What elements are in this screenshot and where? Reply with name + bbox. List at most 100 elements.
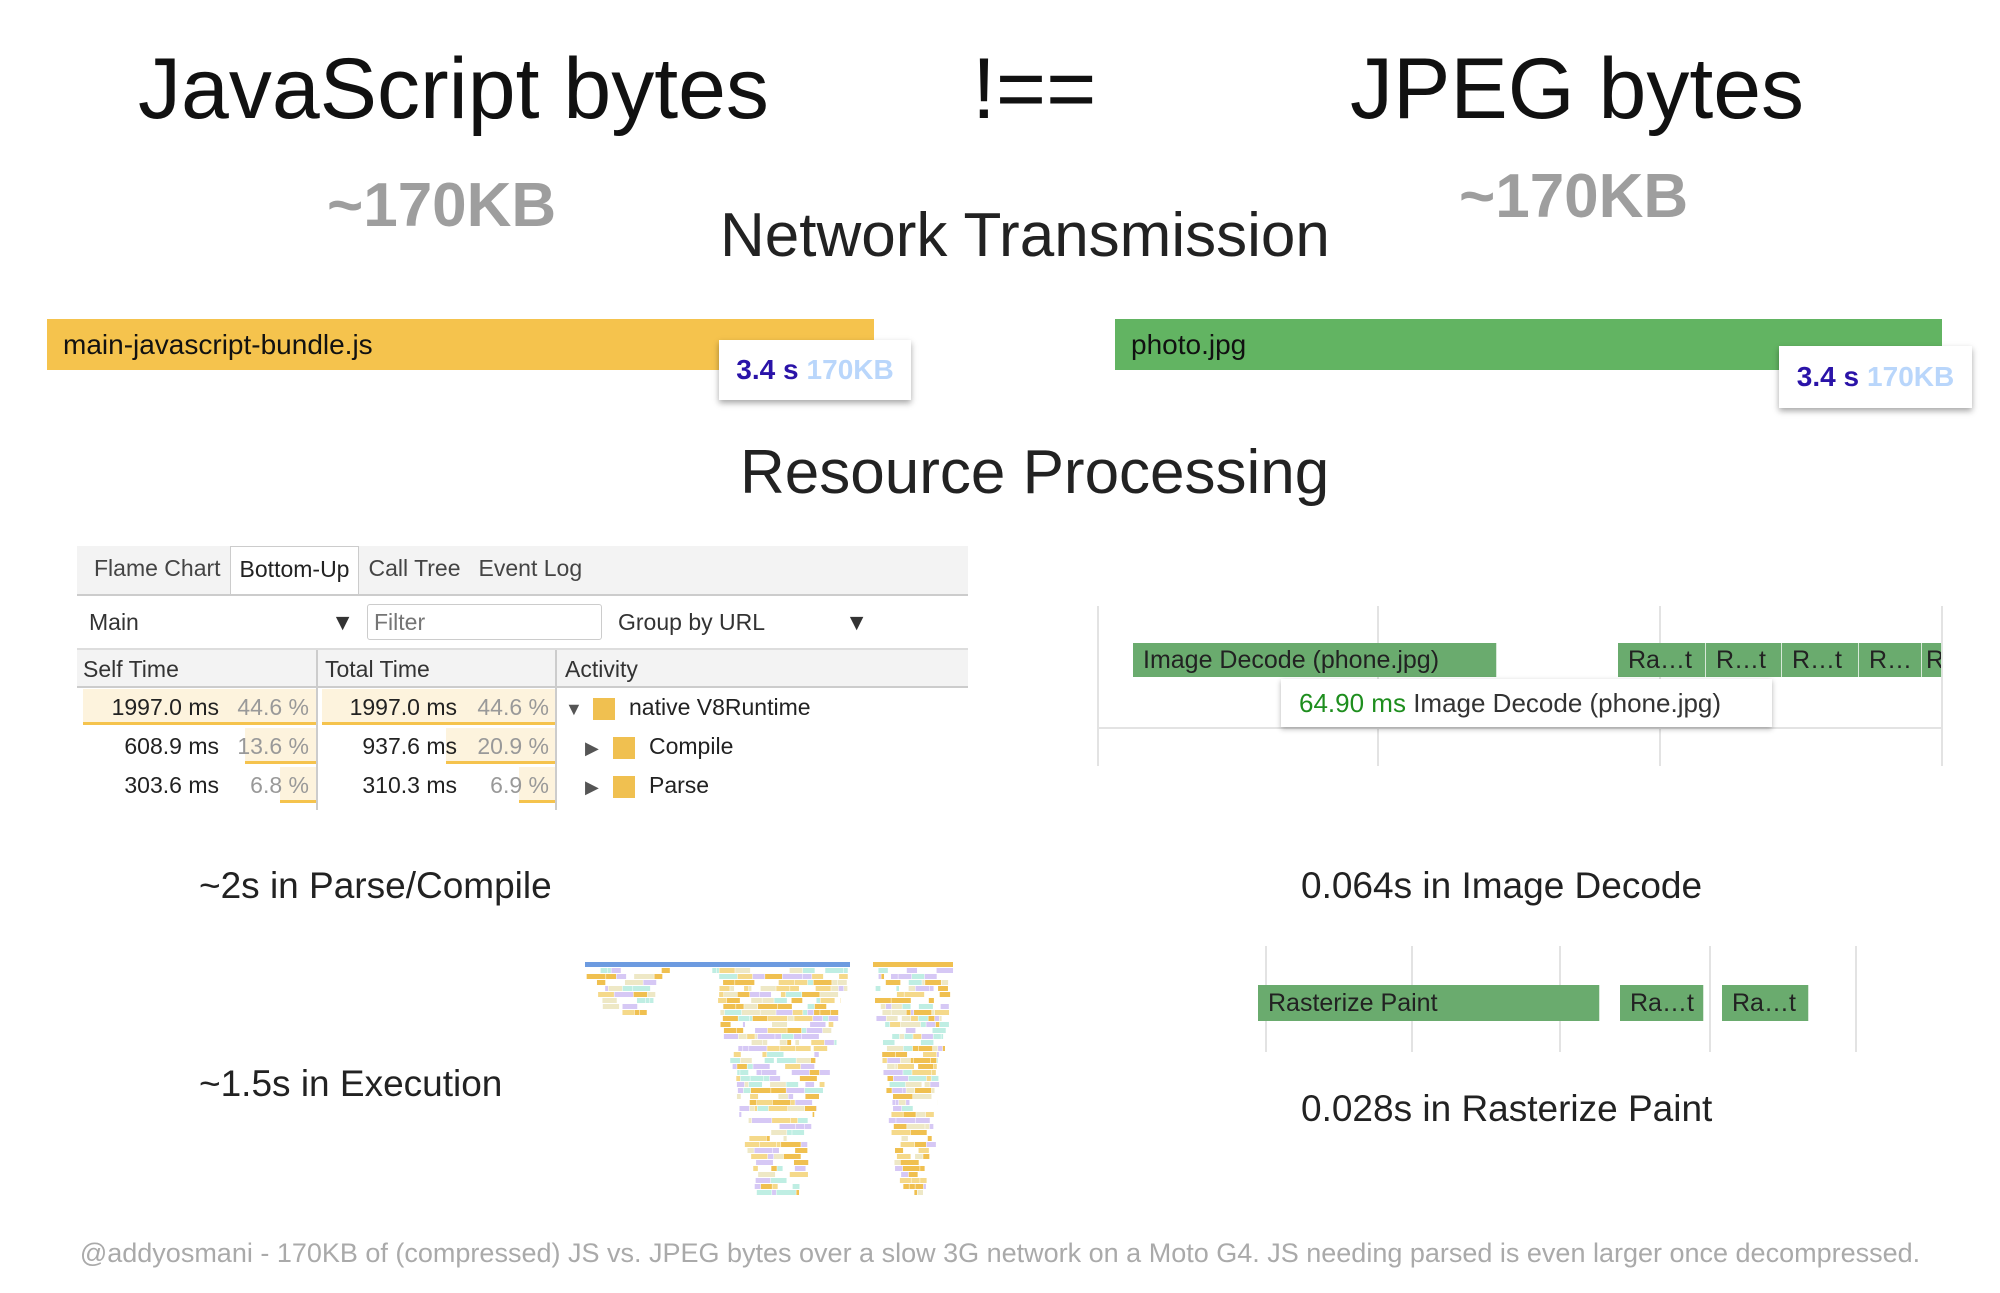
rasterize-bar[interactable]: R…t xyxy=(1782,643,1859,677)
tab-event-log[interactable]: Event Log xyxy=(478,555,583,581)
flame-frame xyxy=(772,1118,791,1123)
flame-frame xyxy=(776,1058,796,1063)
flame-frame xyxy=(661,968,670,973)
table-row[interactable]: 303.6 ms 6.8 % 310.3 ms 6.9 % ▶ Parse xyxy=(77,766,968,805)
group-by-select[interactable]: Group by URL ▼ xyxy=(618,609,868,636)
flame-frame xyxy=(787,1106,805,1111)
tab-call-tree[interactable]: Call Tree xyxy=(368,555,461,581)
flame-frame xyxy=(923,1052,937,1057)
column-total-time[interactable]: Total Time xyxy=(325,656,430,682)
rasterize-bar[interactable]: Ra…t xyxy=(1620,985,1704,1021)
flame-frame xyxy=(887,1064,895,1069)
js-transfer-size: 170KB xyxy=(806,354,894,385)
flame-frame xyxy=(753,1166,758,1171)
flame-frame xyxy=(624,980,643,985)
flame-frame xyxy=(755,1178,771,1183)
flame-frame xyxy=(911,1010,914,1015)
rasterize-bar[interactable]: R xyxy=(1922,643,1942,677)
flame-frame xyxy=(737,1088,744,1093)
rasterize-bar[interactable]: R…t xyxy=(1706,643,1782,677)
column-self-time[interactable]: Self Time xyxy=(83,656,179,682)
flame-frame xyxy=(605,986,609,991)
flame-frame xyxy=(882,1040,895,1045)
rasterize-paint-bar[interactable]: Rasterize Paint xyxy=(1258,985,1600,1021)
flame-frame xyxy=(929,1124,934,1129)
flame-frame xyxy=(723,1034,739,1039)
flame-frame xyxy=(769,1076,781,1081)
image-decode-bar[interactable]: Image Decode (phone.jpg) xyxy=(1133,643,1497,677)
flame-frame xyxy=(936,968,954,973)
flame-frame xyxy=(923,1154,930,1159)
flame-frame xyxy=(780,1046,796,1051)
flame-frame xyxy=(607,968,611,973)
flame-frame xyxy=(824,1040,834,1045)
flame-frame xyxy=(740,1076,750,1081)
flame-frame xyxy=(736,1076,741,1081)
flame-frame xyxy=(832,980,838,985)
tab-flame-chart[interactable]: Flame Chart xyxy=(94,555,221,581)
flame-frame xyxy=(799,1076,817,1081)
flame-frame xyxy=(920,1040,934,1045)
flame-frame xyxy=(914,1190,917,1195)
flame-frame xyxy=(910,1130,927,1135)
flame-frame xyxy=(797,1118,808,1123)
tab-bottom-up[interactable]: Bottom-Up xyxy=(229,546,360,594)
flame-frame xyxy=(819,1082,825,1087)
flame-frame xyxy=(917,1190,923,1195)
flame-frame xyxy=(903,1046,913,1051)
rasterize-bar[interactable]: R… xyxy=(1859,643,1922,677)
flame-frame xyxy=(776,1190,796,1195)
flame-frame xyxy=(890,974,898,979)
flame-frame xyxy=(934,1010,950,1015)
table-row[interactable]: 608.9 ms 13.6 % 937.6 ms 20.9 % ▶ Compile xyxy=(77,727,968,766)
flame-frame xyxy=(901,1106,913,1111)
flame-frame xyxy=(750,1076,764,1081)
flame-frame xyxy=(759,1142,777,1147)
flame-frame xyxy=(779,1040,787,1045)
flame-frame xyxy=(896,1154,911,1159)
rasterize-bar[interactable]: Ra…t xyxy=(1722,985,1809,1021)
column-activity[interactable]: Activity xyxy=(565,656,638,682)
flame-frame xyxy=(787,1130,792,1135)
flame-frame xyxy=(891,998,911,1003)
flame-frame xyxy=(804,1106,817,1111)
filter-input[interactable] xyxy=(367,604,602,640)
flame-frame xyxy=(887,1058,901,1063)
flame-frame xyxy=(787,1028,802,1033)
thread-select[interactable]: Main ▼ xyxy=(89,609,354,636)
flame-frame xyxy=(907,1124,925,1129)
flame-frame xyxy=(737,974,753,979)
flame-frame xyxy=(614,992,634,997)
flame-frame xyxy=(776,986,790,991)
flame-frame xyxy=(828,1016,839,1021)
flame-frame xyxy=(882,1058,887,1063)
self-time: 1997.0 ms xyxy=(111,694,219,720)
expanded-triangle-icon[interactable]: ▼ xyxy=(565,699,583,719)
flame-frame xyxy=(904,1034,913,1039)
flame-frame xyxy=(764,1076,770,1081)
flame-frame xyxy=(738,1046,743,1051)
table-row[interactable]: 1997.0 ms 44.6 % 1997.0 ms 44.6 % ▼ nativ… xyxy=(77,688,968,727)
flame-frame xyxy=(934,1016,940,1021)
jpeg-file-name: photo.jpg xyxy=(1131,329,1247,360)
flame-frame xyxy=(787,1040,792,1045)
flame-frame xyxy=(739,1112,742,1117)
flame-frame xyxy=(633,992,648,997)
collapsed-triangle-icon[interactable]: ▶ xyxy=(585,738,599,758)
flame-frame xyxy=(908,986,916,991)
flame-frame xyxy=(772,1190,776,1195)
grid-line xyxy=(1855,946,1857,1052)
flame-frame xyxy=(909,1184,915,1189)
flame-frame xyxy=(772,1022,788,1027)
jpeg-network-tooltip: 3.4 s 170KB xyxy=(1779,346,1972,408)
flame-frame xyxy=(751,1118,772,1123)
flame-frame xyxy=(736,1094,741,1099)
flame-frame xyxy=(825,968,844,973)
collapsed-triangle-icon[interactable]: ▶ xyxy=(585,777,599,797)
flame-frame xyxy=(882,1010,891,1015)
rasterize-bar[interactable]: Ra…t xyxy=(1618,643,1706,677)
flame-frame xyxy=(719,986,730,991)
flame-frame xyxy=(756,1070,762,1075)
flame-frame xyxy=(756,1160,773,1165)
flame-frame xyxy=(785,1064,801,1069)
